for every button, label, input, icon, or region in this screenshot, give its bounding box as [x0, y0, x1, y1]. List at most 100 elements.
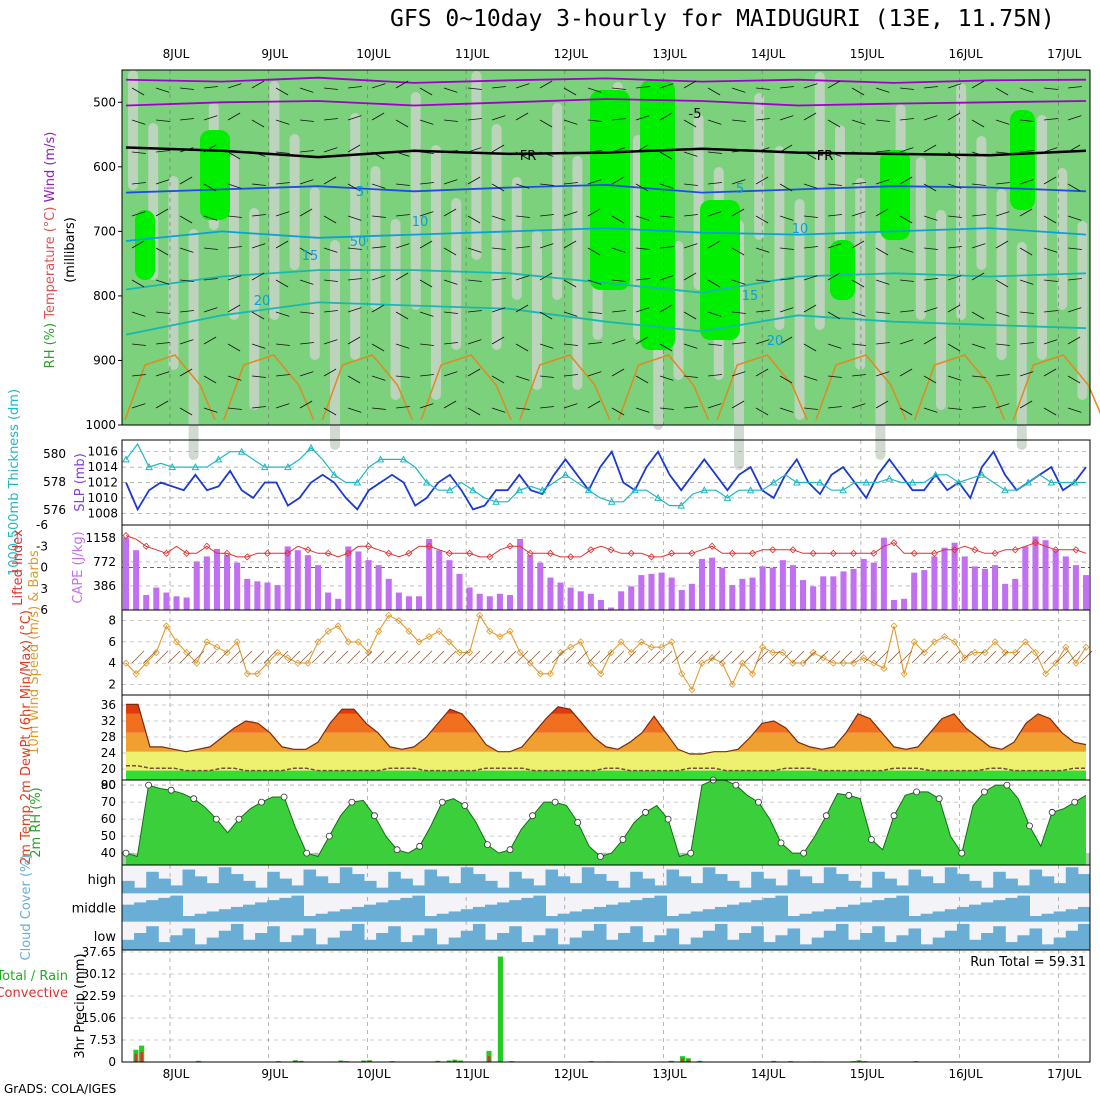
wind-barb	[131, 403, 146, 409]
cape-bar	[153, 587, 160, 610]
wind-barb	[683, 406, 698, 409]
wind-speed-marker	[870, 659, 878, 667]
wind-speed-marker	[405, 627, 413, 635]
wind-barb	[131, 211, 146, 217]
cloud-cell	[581, 909, 595, 922]
contour-label: 15	[302, 249, 319, 264]
wind-barb	[515, 246, 530, 249]
thickness-marker	[584, 486, 593, 494]
wind-barb	[275, 403, 290, 409]
cloud-cell	[775, 935, 788, 950]
cloud-cell	[182, 928, 196, 950]
lifted-index-marker	[223, 549, 231, 557]
rh-marker	[574, 819, 582, 826]
cloud-cell	[799, 876, 813, 894]
cloud-cell	[678, 876, 692, 894]
wind-barb	[731, 371, 746, 377]
wind-barb	[875, 342, 890, 345]
wind-barb-10m	[755, 650, 769, 664]
cape-bar	[365, 560, 372, 610]
wind-speed-marker	[455, 648, 464, 657]
cloud-cell	[1053, 937, 1067, 950]
wind-barb-10m	[467, 650, 481, 664]
pressure-axis-title: (millibars)	[63, 217, 78, 283]
cloud-cell	[751, 926, 764, 950]
wind-barb	[395, 214, 410, 217]
wind-barb	[1043, 279, 1058, 282]
cloud-cell	[835, 874, 849, 894]
cape-bar	[759, 566, 766, 610]
wind-barb	[419, 119, 434, 125]
thickness-marker	[446, 486, 454, 494]
cloud-cell	[521, 897, 534, 922]
wind-barb	[347, 215, 362, 221]
cape-bar	[577, 591, 584, 610]
rh-dry-streak	[936, 210, 946, 410]
wind-speed-marker	[769, 648, 777, 657]
cloud-cell	[944, 930, 958, 950]
rh-marker	[935, 795, 943, 803]
cloud-cell	[485, 880, 498, 894]
cloud-cell	[376, 902, 389, 922]
cloud-cell	[436, 913, 450, 922]
wind-barb	[203, 86, 218, 89]
temp-band	[126, 770, 1086, 780]
wind-barb	[803, 304, 817, 313]
wind-speed-marker	[738, 659, 746, 667]
cape-bar	[517, 538, 524, 610]
wind-barb	[443, 208, 457, 217]
wind-barb	[179, 176, 193, 185]
cloud-cell	[860, 933, 873, 950]
precip-convective-bar	[140, 1052, 143, 1062]
wind-barb	[611, 407, 625, 416]
rh-dry-streak	[956, 83, 967, 320]
thickness-marker	[469, 486, 477, 494]
lifted-index-marker	[425, 542, 433, 550]
cloud-cell	[291, 895, 304, 922]
wind-barb	[275, 151, 290, 154]
precip-tick-label: 15.06	[82, 1011, 116, 1025]
wind-barb	[587, 342, 602, 345]
wind-speed-marker	[658, 643, 666, 651]
cape-bar	[486, 596, 493, 610]
wind-barb	[779, 144, 793, 153]
li-tick-label: -6	[36, 518, 48, 532]
cape-bar	[294, 550, 301, 610]
lifted-index-marker	[728, 549, 736, 557]
cloud-cell	[654, 885, 667, 894]
cloud-cell	[654, 895, 667, 922]
cloud-cell	[702, 867, 716, 894]
rh-dry-streak	[875, 231, 886, 460]
rh-dry-streak	[188, 229, 199, 460]
slp-tick-label: 1008	[87, 506, 118, 520]
wind-barb	[779, 278, 794, 281]
lifted-index-marker	[183, 549, 191, 557]
cape-bar	[385, 578, 392, 610]
wind-barb	[563, 403, 578, 409]
cape-tick-label: 386	[93, 579, 116, 593]
wind-barb	[611, 176, 625, 185]
cloud-cell	[896, 895, 909, 922]
wind-speed-marker	[213, 643, 221, 651]
rh-marker	[280, 793, 288, 801]
cloud-cell	[787, 928, 801, 950]
wind-barb	[971, 214, 986, 217]
rh-dry-streak	[774, 146, 785, 330]
rh-marker	[642, 808, 649, 816]
wind-barb	[467, 215, 481, 224]
cloud-cell	[823, 930, 837, 950]
cloud-cell	[533, 885, 546, 894]
wind-barb	[155, 279, 170, 285]
wind-speed-marker	[162, 622, 170, 630]
rh-tick-label: 60	[101, 812, 116, 826]
wind-barb	[419, 311, 434, 317]
wind-barb	[227, 183, 242, 189]
wind-barb	[1019, 150, 1034, 153]
cloud-cell	[412, 885, 425, 894]
wind-barb	[851, 87, 865, 96]
rh-dry-streak	[976, 136, 987, 270]
wind-barb	[203, 247, 218, 250]
wind-barb	[491, 144, 505, 153]
wind-barb-10m	[227, 650, 241, 664]
wind-barb	[179, 407, 193, 416]
